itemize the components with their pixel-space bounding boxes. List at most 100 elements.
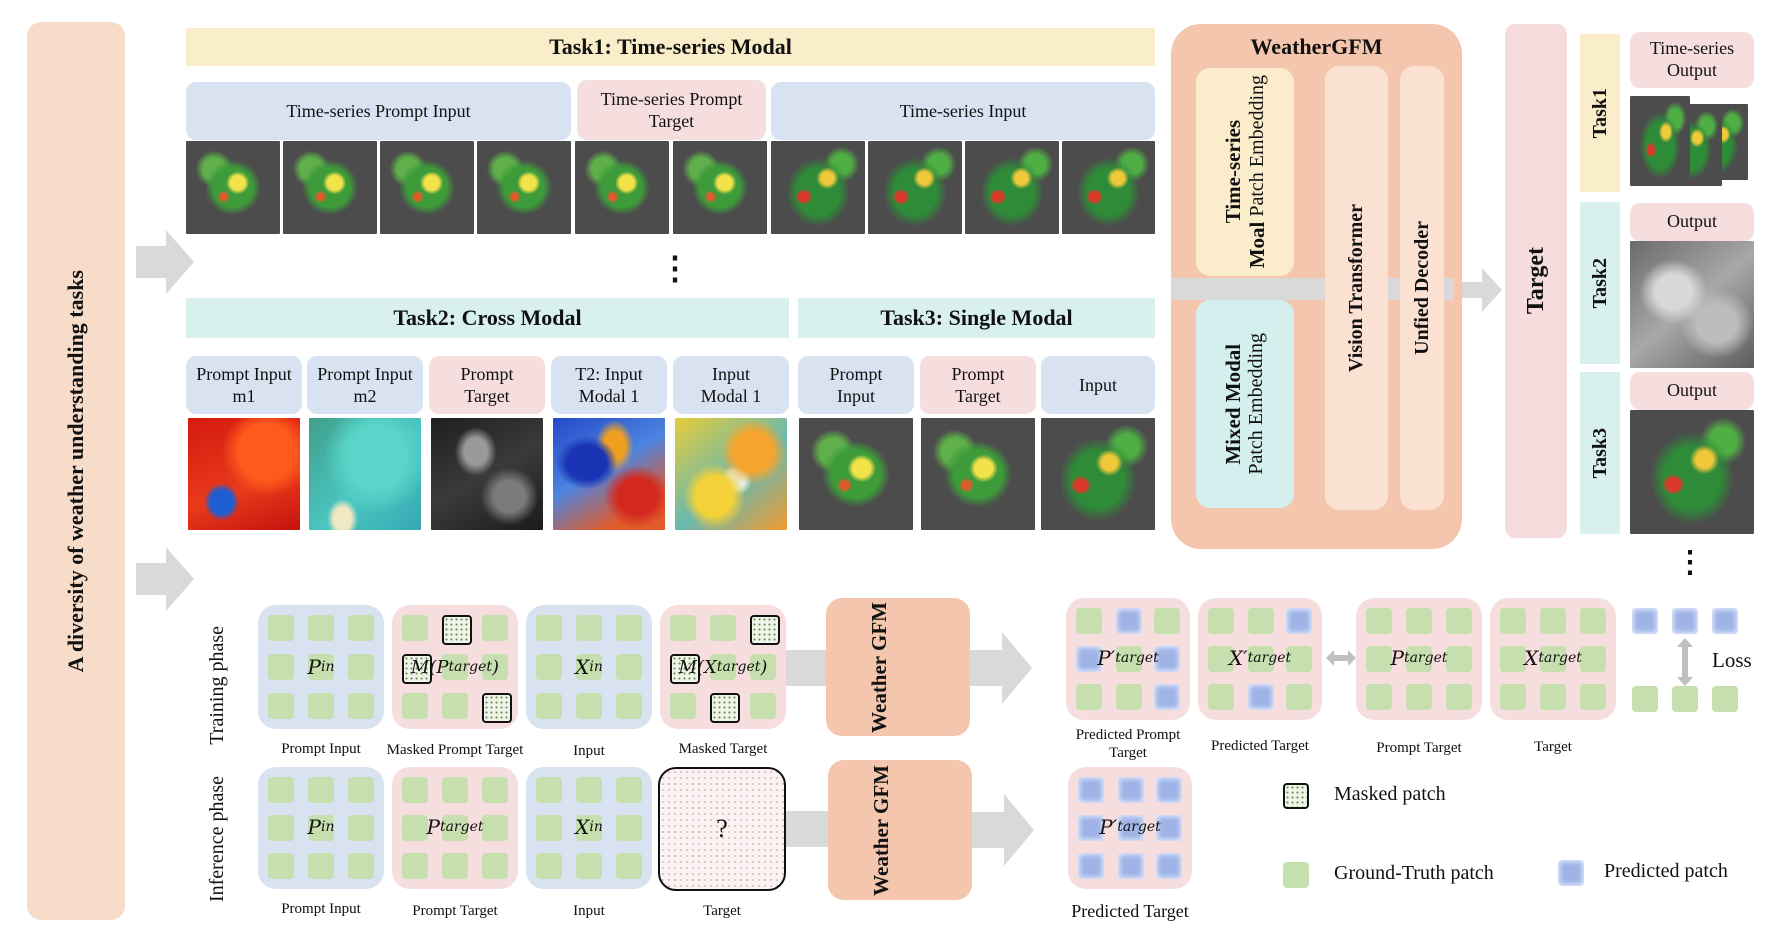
timeseries-embedding-bold2: Moal — [1245, 221, 1269, 269]
task2-header-1-label: Prompt Input m1 — [196, 363, 292, 407]
decoder-column: Unfied Decoder — [1400, 66, 1444, 510]
infer-pred-caption-text: Predicted Target — [1071, 900, 1189, 921]
task1-prompt-input-label: Time-series Prompt Input — [286, 100, 471, 121]
timeseries-embedding-label: Time-series Moal Patch Embedding — [1221, 75, 1269, 268]
infer-band — [786, 811, 828, 847]
task1-frame-10 — [1062, 141, 1155, 234]
infer-pred-sub: target — [1117, 819, 1161, 835]
task2-image-1 — [188, 418, 300, 530]
output-task2-header-text: Output — [1666, 211, 1717, 232]
loss-label-text: Loss — [1712, 648, 1752, 672]
output-task1-header-text: Time-series Output — [1649, 38, 1735, 80]
left-task-bar: A diversity of weather understanding tas… — [27, 22, 125, 920]
mixed-embedding-bold: Mixed Modal — [1221, 343, 1246, 465]
arrow-to-tasks — [136, 230, 194, 294]
infer-p-in-main: P — [307, 815, 321, 839]
timeseries-embedding-rest: Patch Embedding — [1246, 75, 1268, 217]
task1-frame-9 — [965, 141, 1059, 234]
task1-frame-6 — [673, 141, 767, 234]
output-task3-tab: Task3 — [1580, 372, 1620, 534]
output-task3-header-text: Output — [1666, 380, 1717, 401]
train-m-ptarget-close: ) — [492, 656, 500, 678]
train-band — [786, 650, 826, 686]
infer-caption-2-text: Prompt Target — [412, 903, 498, 919]
infer-caption-1-text: Prompt Input — [281, 901, 361, 917]
legend-masked-text: Masked patch — [1334, 783, 1446, 805]
task1-input-label: Time-series Input — [899, 100, 1027, 121]
train-p-in-sub: in — [320, 659, 335, 675]
task1-frame-8 — [868, 141, 962, 234]
train-m-ptarget-main: M(P — [410, 656, 449, 678]
train-gt-prompt-main: P — [1390, 646, 1404, 670]
vision-transformer-column: Vision Transformer — [1325, 66, 1388, 510]
train-weathergfm-box: Weather GFM — [826, 598, 970, 736]
task1-frame-5 — [575, 141, 669, 234]
infer-question-mark: ? — [716, 814, 728, 843]
task2-header-2-label: Prompt Input m2 — [317, 363, 413, 407]
train-out-caption-1-text: Predicted Prompt Target — [1075, 727, 1181, 761]
task1-frame-1 — [186, 141, 280, 234]
output-ellipsis: ⋮ — [1670, 544, 1710, 580]
infer-weathergfm-box: Weather GFM — [828, 760, 972, 900]
loss-pred-patch-3 — [1712, 608, 1738, 634]
mixed-embedding-label: Mixed Modal Patch Embedding — [1221, 333, 1268, 475]
train-out-caption-4: Target — [1490, 736, 1616, 758]
task2-header-3-label: Prompt Target — [460, 363, 514, 407]
output-task2-label: Task2 — [1588, 257, 1611, 309]
infer-p-target-main: P — [426, 815, 440, 839]
task1-frame-4 — [477, 141, 571, 234]
infer-caption-3: Input — [526, 900, 652, 922]
timeseries-embedding-bold: Time-series — [1220, 120, 1245, 224]
output-task3-label: Task3 — [1588, 427, 1611, 479]
task1-prompt-target-label: Time-series Prompt Target — [600, 88, 743, 132]
train-caption-4-text: Masked Target — [678, 741, 768, 757]
legend-masked: Masked patch — [1334, 783, 1534, 811]
train-gt-target-main: X — [1524, 646, 1539, 670]
train-weathergfm-label: Weather GFM — [867, 601, 891, 733]
train-pred-target-symbol: X′ target — [1198, 644, 1322, 672]
output-task1-label: Task1 — [1588, 87, 1611, 139]
task1-frame-2 — [283, 141, 377, 234]
legend-gt-text: Ground-Truth patch — [1334, 862, 1494, 884]
loss-pred-patch-2 — [1672, 608, 1698, 634]
infer-caption-3-text: Input — [573, 903, 605, 919]
output-task1-tab: Task1 — [1580, 34, 1620, 192]
task3-banner: Task3: Single Modal — [798, 298, 1155, 338]
train-masked-target-box: M(X target) — [660, 605, 786, 729]
train-arrow-out — [970, 632, 1032, 704]
loss-arrow — [1677, 638, 1693, 686]
task2-header-5-label: Input Modal 1 — [700, 363, 762, 407]
output-task3-header: Output — [1630, 372, 1754, 410]
train-caption-1-text: Prompt Input — [281, 741, 361, 757]
task2-image-2 — [309, 418, 421, 530]
infer-p-in-sub: in — [320, 819, 335, 835]
train-out-caption-3-text: Prompt Target — [1376, 740, 1462, 756]
weathergfm-title-text: WeatherGFM — [1250, 34, 1383, 59]
output-task3-image — [1630, 410, 1754, 534]
decoder-label: Unfied Decoder — [1410, 221, 1433, 355]
task2-header-1: Prompt Input m1 — [186, 356, 302, 414]
compare-double-arrow — [1326, 650, 1356, 666]
train-m-ptarget-sub: target — [448, 659, 493, 675]
train-m-xtarget-symbol: M(X target) — [664, 653, 782, 681]
train-pred-target-main: X′ — [1228, 646, 1248, 670]
legend-pred-icon — [1558, 860, 1584, 886]
target-bar-label: Target — [1522, 247, 1549, 315]
task1-frame-7 — [771, 141, 865, 234]
infer-p-target-sub: target — [439, 819, 484, 835]
task2-header-2: Prompt Input m2 — [307, 356, 423, 414]
infer-unknown-target-box: ? — [658, 767, 786, 891]
train-x-in-main: X — [575, 655, 590, 679]
train-p-in-main: P — [307, 655, 321, 679]
train-pred-target-sub: target — [1247, 650, 1292, 666]
train-pred-prompt-target-box: P′ target — [1066, 598, 1190, 720]
task2-image-4 — [553, 418, 665, 530]
infer-pred-symbol: P′ target — [1068, 813, 1192, 841]
